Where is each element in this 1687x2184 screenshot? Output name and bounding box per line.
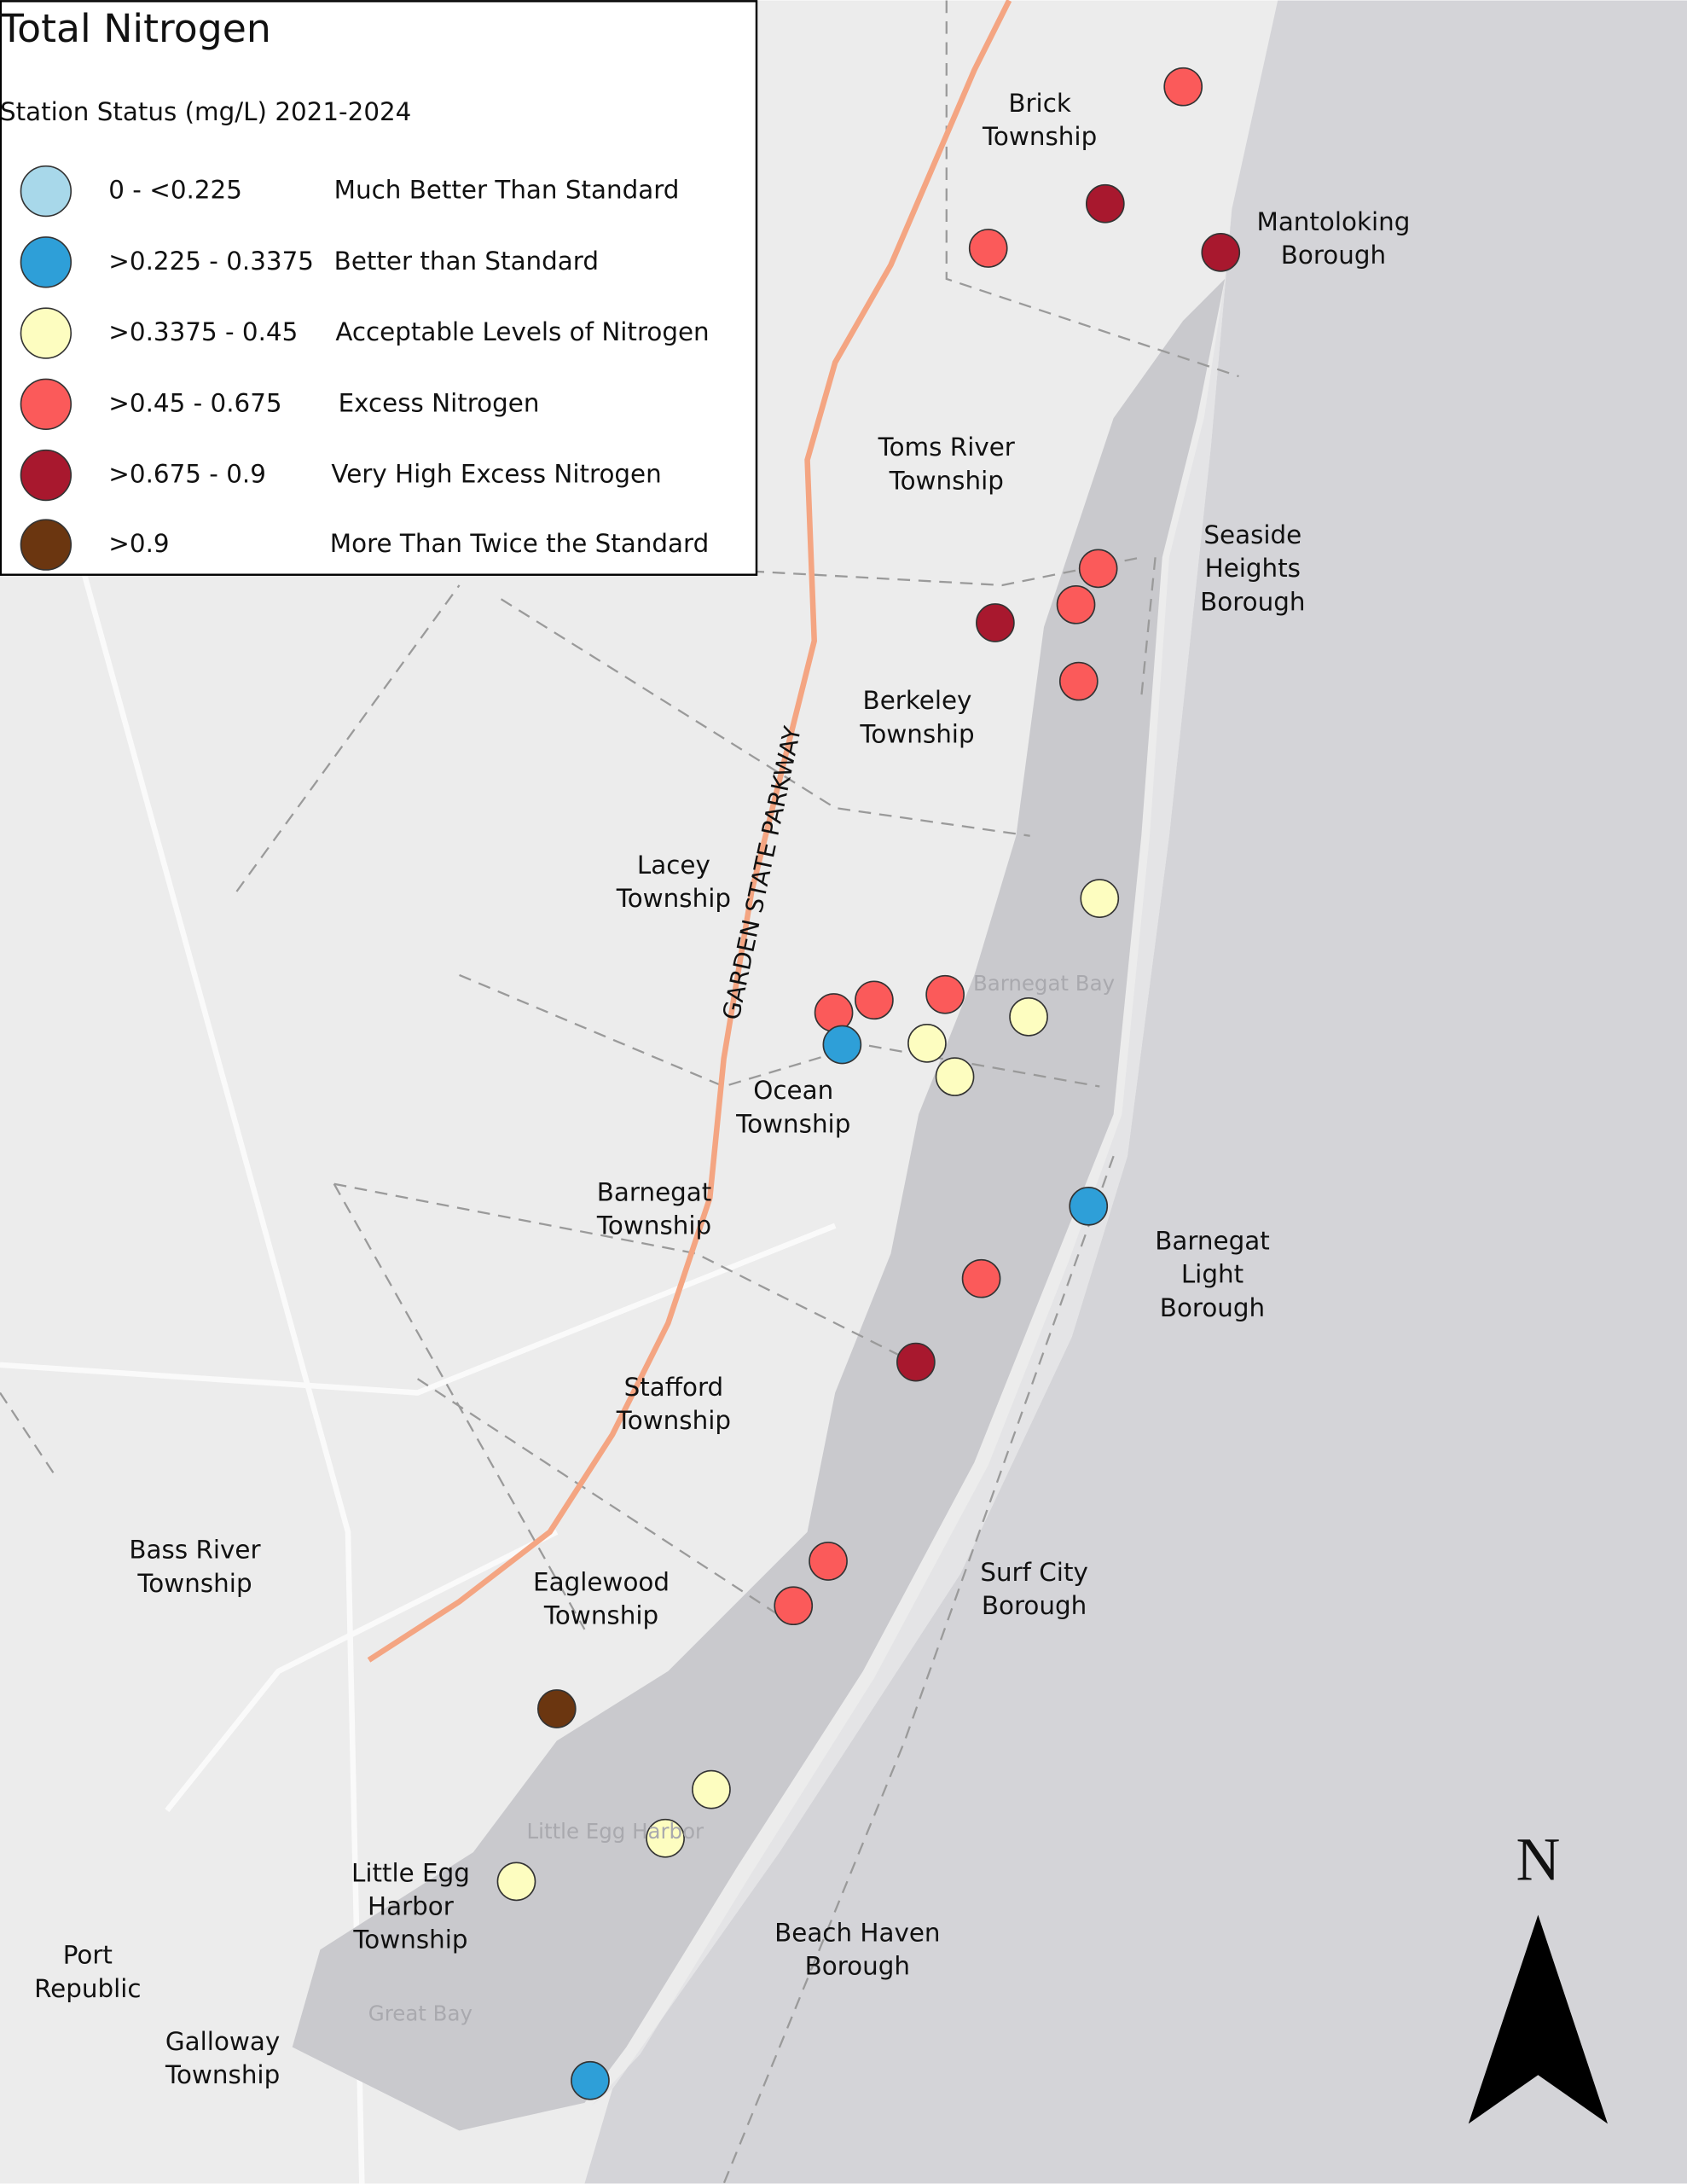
legend-label: Very High Excess Nitrogen xyxy=(331,460,661,489)
place-label: Bass River xyxy=(129,1536,261,1565)
place-label: Township xyxy=(136,1569,252,1598)
station xyxy=(1009,997,1048,1037)
station xyxy=(1056,584,1096,624)
place-label: Berkeley xyxy=(863,686,972,715)
place-label: Township xyxy=(165,2060,280,2089)
legend-range: 0 - <0.225 xyxy=(108,176,242,205)
station xyxy=(1080,879,1120,918)
legend-swatch xyxy=(20,378,72,430)
station xyxy=(1163,67,1203,107)
station xyxy=(907,1024,947,1063)
legend-range: >0.3375 - 0.45 xyxy=(108,317,298,346)
water-label: Barnegat Bay xyxy=(973,971,1115,996)
station xyxy=(496,1862,536,1902)
station xyxy=(976,603,1015,642)
place-label: Harbor xyxy=(368,1892,455,1921)
station xyxy=(571,2060,610,2100)
station xyxy=(536,1689,577,1728)
station xyxy=(925,974,965,1014)
place-label: Township xyxy=(596,1211,711,1240)
station xyxy=(961,1258,1001,1298)
place-label: Seaside xyxy=(1203,520,1301,549)
station xyxy=(774,1586,814,1626)
place-label: Eaglewood xyxy=(533,1567,670,1596)
station xyxy=(822,1025,862,1065)
place-label: Township xyxy=(859,719,974,748)
station xyxy=(855,980,894,1020)
north-label: N xyxy=(1516,1826,1560,1894)
place-label: Lacey xyxy=(637,851,710,880)
place-label: Barnegat xyxy=(597,1177,712,1206)
place-label: Little Egg xyxy=(351,1858,470,1887)
legend-swatch xyxy=(20,449,72,502)
station xyxy=(1085,183,1125,224)
place-label: Borough xyxy=(805,1952,910,1981)
legend-swatch xyxy=(20,236,72,288)
bay xyxy=(292,278,1226,2131)
place-label: Port xyxy=(63,1941,113,1970)
station xyxy=(646,1818,685,1858)
place-label: Borough xyxy=(1160,1293,1265,1322)
station xyxy=(1069,1186,1109,1226)
legend-label: More Than Twice the Standard xyxy=(330,529,709,558)
place-labels: Brick Township Mantoloking Borough Toms Rive… xyxy=(34,89,1410,2089)
place-label: Township xyxy=(982,122,1097,151)
legend-range: >0.675 - 0.9 xyxy=(108,460,266,489)
place-label: Ocean xyxy=(753,1076,833,1105)
station xyxy=(1058,661,1099,701)
place-label: Barnegat xyxy=(1155,1226,1270,1255)
place-label: Stafford xyxy=(624,1373,724,1402)
station xyxy=(968,229,1008,268)
legend-label: Excess Nitrogen xyxy=(339,388,540,417)
place-label: Galloway xyxy=(165,2027,280,2056)
subtitle: Station Status (mg/L) 2021-2024 xyxy=(0,97,411,126)
place-label: Republic xyxy=(34,1974,141,2003)
place-label: Beach Haven xyxy=(774,1919,940,1948)
legend-label: Better than Standard xyxy=(334,247,599,276)
place-label: Mantoloking xyxy=(1256,207,1410,236)
place-label: Borough xyxy=(1200,587,1305,616)
legend-label: Acceptable Levels of Nitrogen xyxy=(335,317,709,346)
station xyxy=(935,1057,975,1096)
place-label: Township xyxy=(543,1600,658,1629)
station xyxy=(809,1542,848,1581)
legend-range: >0.225 - 0.3375 xyxy=(108,247,314,276)
legend-swatch xyxy=(20,519,72,571)
place-label: Township xyxy=(616,1406,731,1435)
place-label: Township xyxy=(889,466,1004,495)
ocean xyxy=(584,0,1687,2184)
legend-label: Much Better Than Standard xyxy=(334,176,680,205)
station xyxy=(896,1342,936,1382)
place-label: Borough xyxy=(982,1591,1087,1620)
legend-range: >0.45 - 0.675 xyxy=(108,388,281,417)
legend-box xyxy=(0,0,758,576)
place-label: Heights xyxy=(1205,554,1301,583)
legend-range: >0.9 xyxy=(108,529,169,558)
legend: 0 - <0.225 Much Better Than Standard >0.22… xyxy=(20,165,710,571)
place-label: Surf City xyxy=(980,1558,1088,1587)
legend-swatch xyxy=(20,307,72,359)
stations xyxy=(496,67,1241,2100)
station xyxy=(692,1769,731,1809)
north-arrow xyxy=(1468,1914,1608,2124)
parkway xyxy=(367,0,1012,1663)
place-label: Township xyxy=(735,1109,850,1138)
place-label: Light xyxy=(1181,1260,1244,1289)
place-label: Township xyxy=(352,1926,467,1955)
place-label: Brick xyxy=(1008,89,1071,118)
water-label: Great Bay xyxy=(368,2001,472,2026)
place-label: Borough xyxy=(1281,241,1386,270)
title: Total Nitrogen xyxy=(0,6,271,51)
place-label: Toms River xyxy=(878,433,1016,462)
station xyxy=(1078,549,1118,589)
place-label: Township xyxy=(616,884,731,913)
water-label: Little Egg Harbor xyxy=(527,1819,705,1844)
station xyxy=(1201,233,1241,272)
legend-swatch xyxy=(20,165,72,218)
